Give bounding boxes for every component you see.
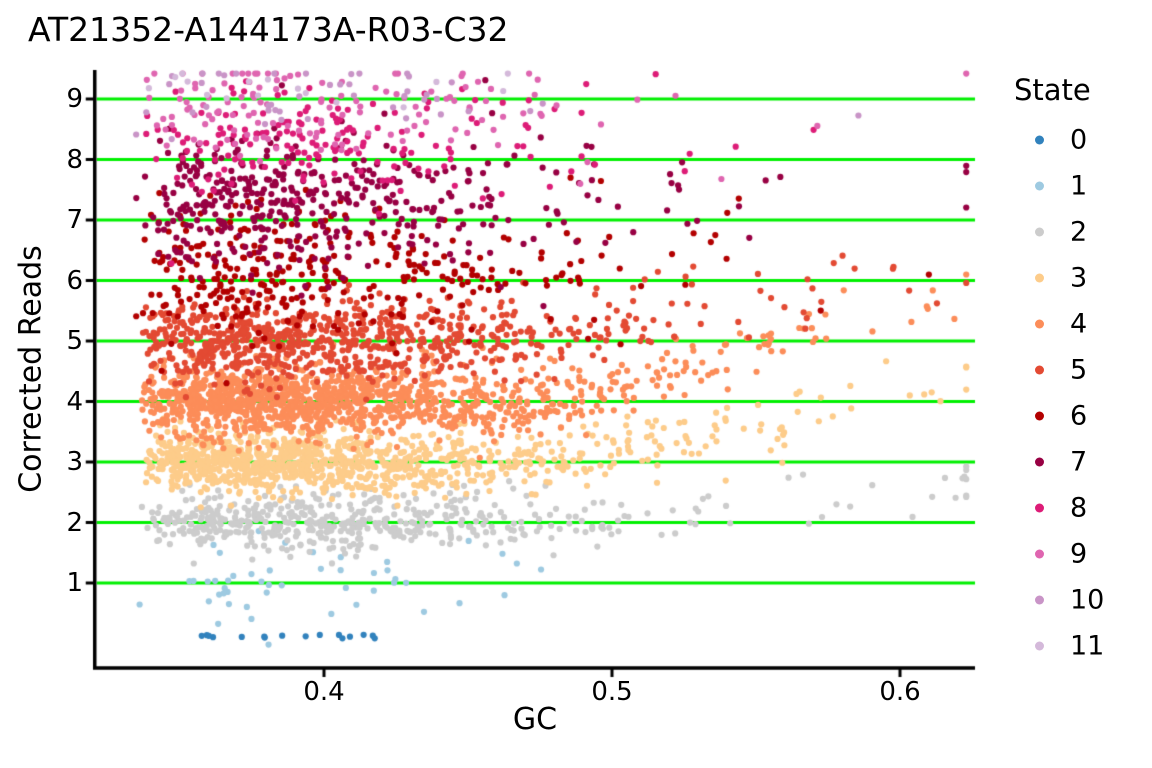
legend-item: 0 [1035, 127, 1087, 154]
legend-item: 1 [1035, 173, 1087, 200]
y-axis-label: Corrected Reads [13, 245, 49, 493]
legend-item-label: 1 [1070, 170, 1088, 202]
legend-title: State [1014, 73, 1091, 107]
legend-item-label: 0 [1070, 124, 1088, 156]
legend-item-label: 6 [1070, 400, 1088, 432]
legend-state-swatch-icon [1035, 181, 1044, 191]
legend-item: 7 [1035, 449, 1087, 476]
y-tick-label: 1 [66, 568, 83, 598]
legend-item: 11 [1035, 633, 1104, 660]
y-tick-label: 6 [66, 265, 83, 296]
legend-item-label: 11 [1070, 630, 1105, 662]
legend-item-label: 10 [1070, 584, 1105, 616]
y-tick-label: 4 [66, 386, 83, 417]
legend-state-swatch-icon [1035, 457, 1044, 467]
legend-item: 6 [1035, 403, 1087, 430]
legend-state-swatch-icon [1035, 411, 1044, 421]
legend-item-label: 9 [1070, 538, 1088, 570]
y-tick-label: 9 [66, 84, 83, 114]
y-tick-label: 5 [66, 326, 83, 356]
chart-title: AT21352-A144173A-R03-C32 [28, 10, 509, 49]
legend-state-swatch-icon [1035, 319, 1044, 329]
legend-item: 3 [1035, 265, 1087, 292]
legend-state-swatch-icon [1035, 273, 1044, 283]
x-tick-label: 0.5 [591, 677, 633, 707]
legend-item: 8 [1035, 495, 1087, 522]
legend-item-label: 8 [1070, 492, 1088, 524]
legend-item-label: 4 [1070, 308, 1088, 340]
legend-state-swatch-icon [1035, 503, 1044, 513]
legend-state-swatch-icon [1035, 595, 1044, 605]
y-tick-label: 8 [66, 144, 83, 175]
legend-state-swatch-icon [1035, 549, 1044, 559]
legend-item: 10 [1035, 587, 1104, 614]
legend-item: 5 [1035, 357, 1087, 384]
legend-state-swatch-icon [1035, 227, 1044, 237]
legend-item: 2 [1035, 219, 1087, 246]
legend-item-label: 7 [1070, 446, 1088, 478]
y-tick-label: 2 [66, 507, 83, 538]
legend-item-label: 5 [1070, 354, 1088, 386]
x-axis-label: GC [512, 702, 558, 737]
x-tick-label: 0.4 [303, 677, 345, 707]
legend-item-label: 2 [1070, 216, 1088, 248]
legend-state-swatch-icon [1035, 365, 1044, 375]
y-tick-label: 3 [66, 447, 83, 477]
x-tick-label: 0.6 [879, 677, 921, 707]
legend-state-swatch-icon [1035, 135, 1044, 145]
legend-item-label: 3 [1070, 262, 1088, 294]
legend-state-swatch-icon [1035, 641, 1044, 651]
legend-item: 4 [1035, 311, 1087, 338]
legend-item: 9 [1035, 541, 1087, 568]
y-tick-label: 7 [66, 205, 83, 235]
